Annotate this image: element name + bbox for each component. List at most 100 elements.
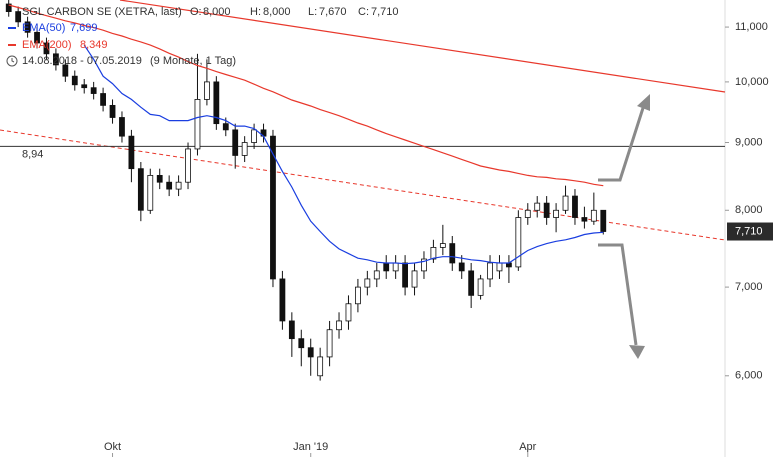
- legend-label: EMA(200): [22, 39, 72, 51]
- candle-body: [421, 258, 427, 272]
- candle-body: [458, 262, 465, 272]
- candle-body: [383, 262, 390, 272]
- ema-line: [8, 4, 604, 187]
- arrowhead: [637, 94, 650, 111]
- candle-body: [534, 202, 541, 211]
- reference-label: 8,94: [22, 148, 43, 160]
- period-note: (9 Monate, 1 Tag): [150, 55, 236, 67]
- clock-icon: [6, 55, 18, 67]
- candle-body: [251, 129, 257, 143]
- candle-body: [496, 262, 503, 272]
- candle-body: [5, 3, 12, 12]
- candle-body: [175, 181, 182, 190]
- candle-body: [156, 175, 163, 183]
- candle-body: [364, 278, 371, 288]
- candle-body: [402, 262, 408, 288]
- candle-body: [345, 303, 352, 322]
- y-tick-label: 10,000: [735, 76, 769, 88]
- candle-body: [279, 278, 286, 322]
- last-price-box: [727, 222, 773, 241]
- candle-body: [24, 21, 31, 33]
- last-price-label: 7,710: [735, 225, 763, 237]
- header: SGL CARBON SE (XETRA, last) O: 8,000 H: …: [6, 6, 399, 67]
- candle-body: [355, 286, 361, 305]
- candle-body: [515, 217, 522, 268]
- candle-body: [62, 64, 69, 77]
- candle-body: [373, 270, 380, 280]
- candle-body: [119, 117, 125, 137]
- candle-body: [204, 81, 210, 100]
- candle-body: [326, 329, 333, 358]
- candle-body: [392, 262, 399, 272]
- candle-body: [553, 209, 559, 218]
- y-tick-label: 11,000: [735, 21, 768, 33]
- candle-body: [213, 81, 220, 125]
- candle-body: [439, 243, 446, 248]
- quote-value: 7,710: [371, 6, 399, 18]
- candle-body: [307, 347, 314, 358]
- candle-body: [241, 142, 248, 156]
- x-tick-label: Okt: [104, 441, 121, 453]
- y-tick-label: 6,000: [735, 370, 763, 382]
- arrow-up: [598, 107, 645, 182]
- candle-body: [524, 209, 531, 218]
- candle-body: [137, 168, 144, 211]
- quote-name: L:: [308, 6, 317, 18]
- quote-name: C:: [358, 6, 369, 18]
- period: 14.08.2018 - 07.05.2019: [22, 55, 142, 67]
- candle-body: [600, 209, 607, 232]
- candle-body: [270, 135, 276, 280]
- candle-body: [288, 320, 295, 340]
- candle-body: [468, 270, 475, 296]
- quote-name: O:: [190, 6, 202, 18]
- candle-body: [430, 247, 437, 260]
- x-tick-label: Jan '19: [293, 441, 328, 453]
- candle-body: [562, 195, 569, 211]
- candle-body: [449, 243, 456, 264]
- y-tick-label: 9,000: [735, 136, 763, 148]
- quote-value: 8,000: [203, 6, 231, 18]
- title: SGL CARBON SE (XETRA, last): [22, 6, 182, 18]
- x-tick-label: Apr: [519, 441, 536, 453]
- quote-name: H:: [250, 6, 261, 18]
- candle-body: [128, 135, 135, 170]
- candle-body: [336, 320, 342, 331]
- quote-value: 7,670: [319, 6, 347, 18]
- candle-body: [232, 129, 239, 156]
- candle-body: [90, 87, 97, 94]
- arrow-down: [598, 243, 638, 346]
- candle-body: [185, 148, 191, 183]
- candle-body: [15, 11, 22, 23]
- ema-line: [83, 44, 604, 265]
- candle-body: [109, 104, 116, 118]
- legend-value: 8,349: [80, 39, 108, 51]
- candle-body: [590, 209, 597, 222]
- candle-body: [572, 195, 578, 218]
- candle-body: [34, 31, 40, 44]
- candle-body: [71, 75, 78, 86]
- candle-body: [100, 93, 106, 106]
- candle-body: [166, 181, 173, 190]
- quote-value: 8,000: [263, 6, 291, 18]
- legend-label: EMA(50): [22, 22, 65, 34]
- candle-body: [477, 278, 484, 296]
- clock-hand: [11, 58, 15, 63]
- candle-body: [543, 202, 550, 218]
- candle-body: [581, 217, 588, 222]
- arrows: [598, 94, 650, 359]
- candle-body: [53, 53, 59, 66]
- candle-body: [147, 175, 154, 211]
- candle-body: [222, 123, 229, 131]
- candle-body: [487, 262, 493, 280]
- arrowhead: [629, 345, 645, 359]
- candle-body: [81, 84, 88, 89]
- candle-body: [298, 338, 305, 349]
- candle-body: [43, 42, 50, 55]
- legend-value: 7,699: [70, 22, 98, 34]
- candle-body: [411, 270, 418, 288]
- candle-body: [317, 356, 324, 377]
